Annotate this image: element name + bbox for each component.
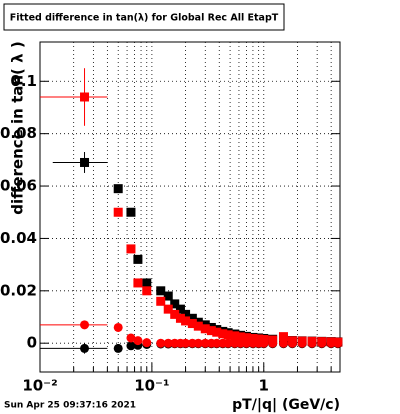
point: [175, 313, 185, 323]
point: [297, 338, 307, 348]
point: [248, 333, 258, 343]
x-tick-label: 1: [259, 377, 269, 395]
point: [278, 332, 288, 342]
point: [133, 336, 143, 346]
point: [181, 309, 191, 319]
point: [230, 331, 240, 341]
point: [307, 338, 317, 348]
point: [163, 338, 173, 348]
y-tick-label: 0.02: [0, 281, 37, 299]
x-axis-label: pT/|q| (GeV/c): [232, 397, 340, 413]
x-tick-label: 10⁻²: [22, 377, 57, 395]
point: [133, 254, 143, 264]
point: [241, 338, 251, 348]
y-tick-label: 0.08: [0, 124, 37, 142]
point: [206, 326, 216, 336]
point: [278, 338, 288, 348]
point: [175, 304, 185, 314]
y-axis-label: difference in tan( λ ): [9, 41, 27, 214]
title-box: [3, 3, 285, 31]
point: [126, 333, 136, 343]
point: [80, 320, 90, 330]
y-tick-label: 0.04: [0, 229, 37, 247]
y-tick-label: 0.06: [0, 177, 37, 195]
point: [287, 338, 297, 348]
point: [212, 327, 222, 337]
point: [317, 338, 327, 348]
point: [80, 92, 90, 102]
point: [80, 343, 90, 353]
point: [241, 333, 251, 343]
point: [181, 338, 191, 348]
point: [187, 319, 197, 329]
point: [259, 338, 269, 348]
point: [326, 338, 336, 348]
point: [156, 286, 166, 296]
y-tick-label: 0.1: [10, 72, 37, 90]
point: [163, 291, 173, 301]
point: [156, 296, 166, 306]
point: [187, 313, 197, 323]
point: [236, 332, 246, 342]
point: [113, 207, 123, 217]
point: [113, 343, 123, 353]
timestamp: Sun Apr 25 09:37:16 2021: [4, 401, 136, 411]
point: [80, 157, 90, 167]
point: [142, 278, 152, 288]
point: [333, 338, 343, 348]
point: [193, 321, 203, 331]
point: [268, 338, 278, 348]
point: [142, 338, 152, 348]
y-tick-label: 0: [27, 334, 37, 352]
point: [126, 341, 136, 351]
plot-frame: [39, 41, 341, 373]
point: [218, 329, 228, 339]
point: [200, 324, 210, 334]
point: [133, 278, 143, 288]
point: [113, 184, 123, 194]
point: [223, 338, 233, 348]
point: [113, 322, 123, 332]
point: [156, 338, 166, 348]
point: [223, 330, 233, 340]
x-tick-label: 10⁻¹: [134, 377, 169, 395]
point: [170, 299, 180, 309]
point: [126, 207, 136, 217]
point: [126, 244, 136, 254]
point: [142, 286, 152, 296]
chart-title: Fitted difference in tan(λ) for Global R…: [10, 13, 279, 24]
point: [181, 316, 191, 326]
point: [170, 309, 180, 319]
point: [163, 304, 173, 314]
point: [193, 338, 203, 348]
